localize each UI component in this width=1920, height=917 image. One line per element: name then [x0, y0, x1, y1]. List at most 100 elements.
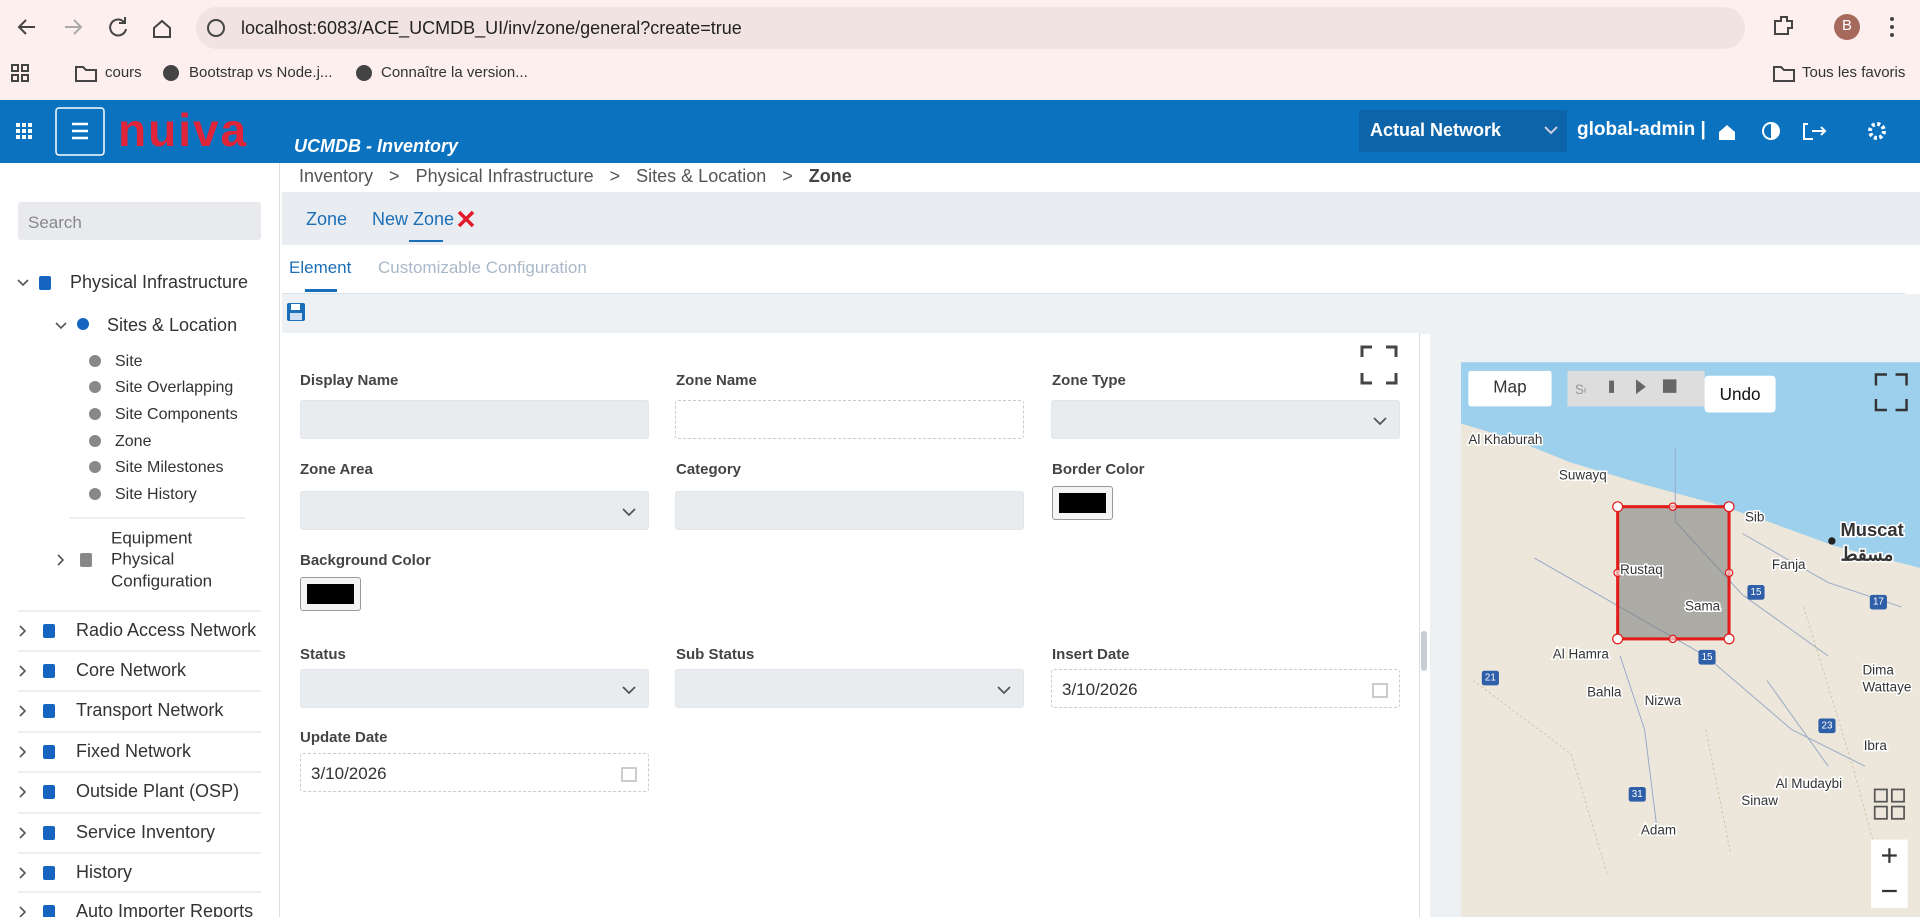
field-label: Status [300, 646, 346, 663]
tab-bar [282, 192, 1920, 245]
color-field[interactable] [300, 577, 361, 611]
avatar[interactable]: B [1841, 17, 1852, 34]
tree-item[interactable]: Core Network [76, 660, 187, 680]
url[interactable]: localhost:6083/ACE_UCMDB_UI/inv/zone/gen… [241, 18, 742, 38]
map-type-button[interactable]: Map [1493, 376, 1526, 396]
tree-item[interactable]: Transport Network [76, 700, 224, 720]
chevron[interactable] [19, 786, 27, 798]
chevron[interactable] [19, 867, 27, 879]
chevron[interactable] [57, 554, 65, 566]
tree-item[interactable]: Configuration [111, 571, 212, 590]
road-shield [1869, 594, 1887, 610]
chevron [997, 685, 1011, 694]
logo[interactable]: nuiva [118, 104, 249, 156]
tree-item[interactable]: Outside Plant (OSP) [76, 781, 239, 801]
breadcrumb-separator: > [782, 166, 793, 186]
tree-item[interactable]: Site Milestones [115, 459, 224, 476]
icon [43, 745, 55, 759]
tree-item[interactable]: Auto Importer Reports [76, 901, 253, 917]
chevron[interactable] [19, 746, 27, 758]
field-label: Update Date [300, 729, 388, 746]
network-select[interactable]: Actual Network [1370, 120, 1502, 140]
input-field[interactable] [300, 400, 649, 439]
chevron[interactable] [19, 665, 27, 677]
map-label: Muscat [1840, 519, 1903, 540]
chevron[interactable] [19, 827, 27, 839]
select-field[interactable] [300, 669, 649, 708]
tree-item[interactable]: Equipment [111, 528, 193, 547]
icon [89, 461, 101, 473]
icon [39, 276, 51, 290]
chevron[interactable] [17, 279, 29, 287]
icon [77, 318, 89, 330]
map-label: Al Mudaybi [1776, 776, 1843, 791]
dashed-field[interactable] [675, 400, 1024, 439]
tree-item[interactable]: Radio Access Network [76, 620, 257, 640]
save-button[interactable] [286, 302, 306, 322]
icon [89, 435, 101, 447]
road-number: 15 [1751, 587, 1762, 598]
chevron[interactable] [55, 322, 67, 330]
chevron [622, 507, 636, 516]
tree-item[interactable]: Site [115, 353, 143, 370]
breadcrumb-item[interactable]: Inventory [299, 166, 374, 186]
field-icon [1373, 416, 1387, 425]
chevron[interactable] [19, 625, 27, 637]
input-field[interactable] [675, 491, 1024, 530]
road-shield [1747, 585, 1765, 600]
tree-item[interactable]: Site History [115, 486, 197, 503]
chevron [622, 685, 636, 694]
tree-item[interactable]: Site Components [115, 406, 238, 423]
tab-active[interactable]: New Zone [372, 209, 455, 229]
road-number: 15 [1702, 652, 1713, 663]
bookmark[interactable]: cours [105, 64, 142, 81]
tree-group[interactable]: Physical Infrastructure [70, 272, 248, 292]
chevron [1373, 416, 1387, 425]
map[interactable]: MapSearchUndoAl KhaburahSuwayqSibMuscatم… [1461, 362, 1920, 917]
header-icons [16, 107, 1886, 156]
field-icon [622, 507, 636, 516]
map-label: Nizwa [1645, 693, 1682, 708]
field-label: Insert Date [1052, 646, 1130, 663]
tree-item[interactable]: Fixed Network [76, 741, 192, 761]
field-label: Category [676, 461, 742, 478]
tree-subgroup[interactable]: Sites & Location [107, 315, 237, 335]
splitter[interactable] [1421, 631, 1427, 671]
select-field[interactable] [675, 669, 1024, 708]
fullscreen-button[interactable] [1360, 345, 1398, 385]
tree-item[interactable]: History [76, 862, 132, 882]
all-bookmarks[interactable]: Tous les favoris [1802, 64, 1906, 81]
bookmark[interactable]: Connaître la version... [381, 64, 528, 81]
field-value: 3/10/2026 [311, 764, 387, 783]
field-label: Border Color [1052, 461, 1145, 478]
app-header [0, 100, 1920, 163]
map-label: Al Khaburah [1468, 432, 1542, 447]
tree-item[interactable]: Physical [111, 549, 174, 568]
map-label: Rustaq [1620, 562, 1663, 577]
icon [80, 553, 92, 567]
close-tab[interactable] [456, 209, 476, 229]
date-field[interactable]: 3/10/2026 [300, 753, 649, 792]
tab[interactable]: Zone [306, 209, 348, 229]
bookmark[interactable]: Bootstrap vs Node.j... [189, 64, 333, 81]
select-field[interactable] [300, 491, 649, 530]
date-field[interactable]: 3/10/2026 [1051, 669, 1400, 708]
chevron[interactable] [19, 906, 27, 917]
map-label: Sinaw [1741, 793, 1778, 808]
breadcrumb-item[interactable]: Physical Infrastructure [415, 166, 594, 186]
color-field[interactable] [1052, 486, 1113, 520]
sidebar-search[interactable]: Search [18, 202, 261, 240]
select-field[interactable] [1051, 400, 1400, 439]
tree-item[interactable]: Site Overlapping [115, 379, 233, 396]
subtab-active[interactable]: Element [289, 258, 352, 277]
chevron[interactable] [19, 705, 27, 717]
tree-item[interactable]: Service Inventory [76, 822, 215, 842]
tab-underline [409, 240, 443, 242]
map-label: Sama [1685, 599, 1721, 614]
tree-item[interactable]: Zone [115, 433, 152, 450]
subtab[interactable]: Customizable Configuration [378, 258, 587, 277]
breadcrumb-item[interactable]: Sites & Location [636, 166, 767, 186]
user[interactable]: global-admin | [1577, 119, 1706, 140]
field-icon [622, 685, 636, 694]
undo-button[interactable]: Undo [1720, 384, 1761, 404]
